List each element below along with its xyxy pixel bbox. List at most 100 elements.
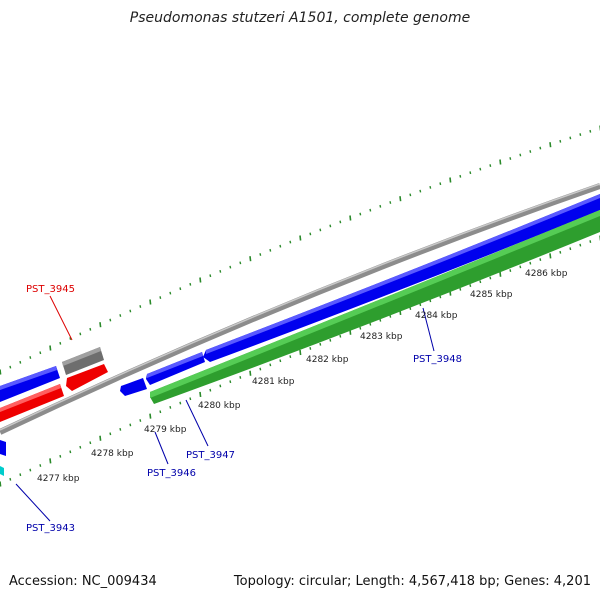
gene-label-pst-3945[interactable]: PST_3945 [26, 284, 75, 295]
outer-tick [399, 196, 402, 202]
outer-tick [479, 167, 482, 171]
outer-tick [469, 171, 472, 175]
outer-tick [169, 291, 172, 295]
ruler-label: 4285 kbp [470, 290, 513, 300]
inner-tick [569, 247, 572, 251]
leader-lines [15, 295, 435, 522]
leader-pst-3948 [422, 307, 435, 352]
inner-tick [69, 450, 72, 454]
outer-tick [589, 129, 592, 133]
outer-tick [119, 314, 122, 317]
outer-tick [389, 201, 392, 204]
outer-tick [249, 256, 252, 262]
outer-tick [189, 282, 192, 286]
leader-pst-3946 [154, 431, 169, 465]
gene-label-pst-3947[interactable]: PST_3947 [186, 450, 235, 461]
gene-label-pst-3943[interactable]: PST_3943 [26, 523, 75, 534]
inner-tick [299, 349, 302, 356]
outer-tick [429, 185, 432, 189]
outer-tick [309, 232, 312, 236]
inner-tick [469, 284, 472, 287]
outer-tick [349, 215, 352, 221]
forward-cds-long-highlight [206, 194, 600, 354]
outer-tick [369, 208, 372, 212]
inner-tick [159, 410, 162, 414]
outer-tick [329, 224, 332, 228]
outer-tick [409, 193, 412, 197]
forward-cds-left-highlight [0, 366, 57, 390]
inner-tick [49, 458, 52, 464]
outer-tick [139, 305, 142, 308]
inner-tick [519, 265, 522, 269]
inner-tick [99, 435, 102, 441]
outer-tick [579, 133, 582, 137]
reverse-cds-left[interactable] [0, 384, 64, 422]
cyan-feature[interactable] [0, 466, 4, 476]
genome-summary: Topology: circular; Length: 4,567,418 bp… [233, 574, 591, 589]
outer-tick [559, 139, 562, 143]
outer-tick [449, 177, 452, 183]
gene-label-pst-3948[interactable]: PST_3948 [413, 354, 462, 365]
forward-cds-small-highlight [147, 352, 203, 378]
ruler-labels: 4277 kbp 4278 kbp 4279 kbp 4280 kbp 4281… [37, 269, 568, 484]
genome-backbone [0, 183, 600, 435]
ruler-label: 4280 kbp [198, 401, 241, 411]
forward-cds-left[interactable] [0, 366, 60, 402]
inner-tick [509, 269, 512, 272]
outer-tick [419, 189, 422, 193]
inner-tick [249, 370, 252, 376]
inner-tick [289, 355, 292, 359]
ruler-label: 4277 kbp [37, 474, 80, 484]
reverse-cds-arrow[interactable] [66, 364, 108, 391]
gray-feature[interactable] [62, 347, 104, 375]
inner-tick [279, 359, 282, 363]
ruler-label: 4286 kbp [525, 269, 568, 279]
inner-tick [219, 384, 222, 388]
inner-tick [489, 276, 492, 280]
outer-tick [49, 345, 52, 351]
outer-tick [569, 136, 572, 140]
outer-tick [239, 261, 242, 265]
inner-tick [19, 473, 22, 477]
inner-tick [109, 432, 112, 436]
feature-track [0, 194, 600, 476]
inner-tick [319, 342, 322, 346]
outer-tick [39, 351, 42, 355]
outer-tick [209, 274, 212, 278]
gray-feature-highlight [62, 347, 101, 366]
outer-tick [299, 235, 302, 241]
leader-pst-3943 [15, 483, 51, 522]
outer-tick [549, 142, 552, 148]
outer-tick [439, 182, 442, 186]
inner-tick [459, 287, 462, 291]
gene-label-pst-3946[interactable]: PST_3946 [147, 468, 196, 479]
ruler-label: 4278 kbp [91, 449, 134, 459]
outer-tick [319, 228, 322, 232]
outer-tick-row [0, 125, 600, 375]
inner-tick [529, 261, 532, 265]
outer-tick [529, 150, 532, 153]
outer-tick [359, 212, 362, 216]
accession-text: Accession: NC_009434 [9, 574, 157, 589]
outer-tick [279, 244, 282, 248]
forward-cds-edge[interactable] [0, 440, 6, 456]
inner-tick [59, 454, 62, 458]
inner-tick [199, 391, 202, 398]
forward-cds-tiny[interactable] [120, 378, 147, 396]
inner-tick [209, 388, 212, 392]
outer-tick [229, 265, 232, 269]
inner-tick [499, 271, 502, 277]
backbone-highlight [0, 183, 600, 431]
green-feature-long-highlight [150, 210, 600, 398]
outer-tick [289, 240, 292, 244]
outer-tick [259, 253, 262, 256]
outer-tick [199, 277, 202, 283]
outer-tick [69, 337, 72, 341]
inner-tick [359, 326, 362, 330]
outer-tick [109, 318, 112, 322]
gene-labels: PST_3945 PST_3943 PST_3946 PST_3947 PST_… [26, 284, 462, 534]
outer-tick [9, 365, 12, 369]
inner-tick [89, 441, 92, 445]
ruler-label: 4281 kbp [252, 377, 295, 387]
inner-tick [539, 258, 542, 261]
